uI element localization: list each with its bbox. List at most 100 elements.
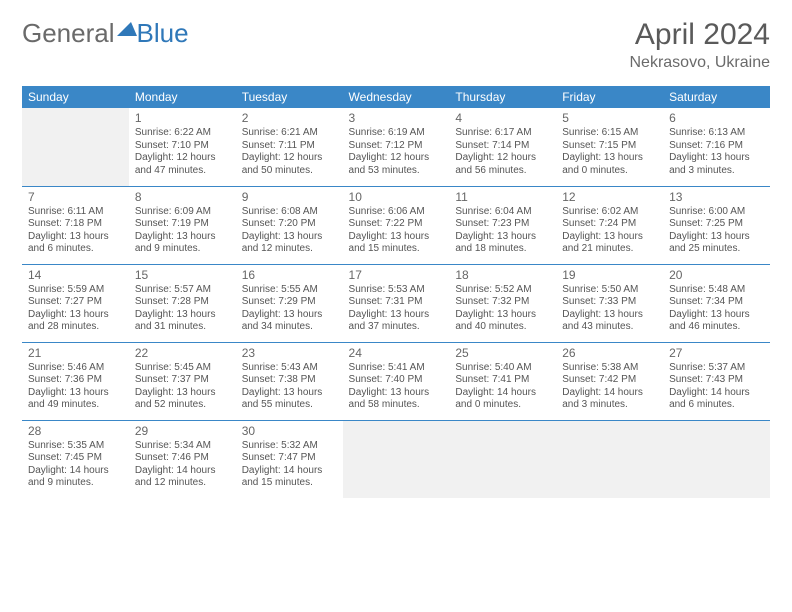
- sunrise-text: Sunrise: 5:53 AM: [349, 284, 444, 297]
- sunrise-text: Sunrise: 5:40 AM: [455, 362, 550, 375]
- day-number: 20: [669, 268, 764, 283]
- sunrise-text: Sunrise: 6:11 AM: [28, 206, 123, 219]
- brand-part2: Blue: [137, 18, 189, 49]
- daylight-text: Daylight: 13 hours and 28 minutes.: [28, 309, 123, 334]
- sunrise-text: Sunrise: 5:43 AM: [242, 362, 337, 375]
- day-number: 21: [28, 346, 123, 361]
- daylight-text: Daylight: 12 hours and 53 minutes.: [349, 152, 444, 177]
- sunrise-text: Sunrise: 5:48 AM: [669, 284, 764, 297]
- daylight-text: Daylight: 14 hours and 12 minutes.: [135, 465, 230, 490]
- sunrise-text: Sunrise: 6:09 AM: [135, 206, 230, 219]
- day-number: 30: [242, 424, 337, 439]
- daylight-text: Daylight: 13 hours and 37 minutes.: [349, 309, 444, 334]
- sunset-text: Sunset: 7:42 PM: [562, 374, 657, 387]
- sunset-text: Sunset: 7:45 PM: [28, 452, 123, 465]
- sunset-text: Sunset: 7:12 PM: [349, 140, 444, 153]
- calendar-cell: 19Sunrise: 5:50 AMSunset: 7:33 PMDayligh…: [556, 264, 663, 342]
- sunset-text: Sunset: 7:31 PM: [349, 296, 444, 309]
- sunset-text: Sunset: 7:11 PM: [242, 140, 337, 153]
- calendar-cell: [343, 420, 450, 498]
- daylight-text: Daylight: 13 hours and 6 minutes.: [28, 231, 123, 256]
- sunrise-text: Sunrise: 5:38 AM: [562, 362, 657, 375]
- col-header: Saturday: [663, 86, 770, 108]
- sunset-text: Sunset: 7:27 PM: [28, 296, 123, 309]
- day-number: 2: [242, 111, 337, 126]
- col-header: Sunday: [22, 86, 129, 108]
- day-number: 22: [135, 346, 230, 361]
- day-number: 10: [349, 190, 444, 205]
- col-header: Tuesday: [236, 86, 343, 108]
- day-number: 8: [135, 190, 230, 205]
- calendar-cell: 7Sunrise: 6:11 AMSunset: 7:18 PMDaylight…: [22, 186, 129, 264]
- calendar-cell: 14Sunrise: 5:59 AMSunset: 7:27 PMDayligh…: [22, 264, 129, 342]
- calendar-cell: 2Sunrise: 6:21 AMSunset: 7:11 PMDaylight…: [236, 108, 343, 186]
- daylight-text: Daylight: 13 hours and 3 minutes.: [669, 152, 764, 177]
- day-number: 14: [28, 268, 123, 283]
- sunrise-text: Sunrise: 5:45 AM: [135, 362, 230, 375]
- calendar-cell: 26Sunrise: 5:38 AMSunset: 7:42 PMDayligh…: [556, 342, 663, 420]
- daylight-text: Daylight: 13 hours and 21 minutes.: [562, 231, 657, 256]
- page-title: April 2024: [630, 18, 771, 52]
- daylight-text: Daylight: 12 hours and 50 minutes.: [242, 152, 337, 177]
- sunrise-text: Sunrise: 5:46 AM: [28, 362, 123, 375]
- day-number: 15: [135, 268, 230, 283]
- sunset-text: Sunset: 7:25 PM: [669, 218, 764, 231]
- calendar-cell: 29Sunrise: 5:34 AMSunset: 7:46 PMDayligh…: [129, 420, 236, 498]
- day-number: 13: [669, 190, 764, 205]
- col-header: Wednesday: [343, 86, 450, 108]
- day-number: 27: [669, 346, 764, 361]
- day-number: 9: [242, 190, 337, 205]
- calendar-cell: 12Sunrise: 6:02 AMSunset: 7:24 PMDayligh…: [556, 186, 663, 264]
- day-number: 29: [135, 424, 230, 439]
- day-number: 1: [135, 111, 230, 126]
- daylight-text: Daylight: 13 hours and 40 minutes.: [455, 309, 550, 334]
- daylight-text: Daylight: 13 hours and 18 minutes.: [455, 231, 550, 256]
- daylight-text: Daylight: 13 hours and 49 minutes.: [28, 387, 123, 412]
- daylight-text: Daylight: 13 hours and 46 minutes.: [669, 309, 764, 334]
- calendar-cell: 5Sunrise: 6:15 AMSunset: 7:15 PMDaylight…: [556, 108, 663, 186]
- sunrise-text: Sunrise: 6:04 AM: [455, 206, 550, 219]
- day-number: 23: [242, 346, 337, 361]
- calendar-cell: 25Sunrise: 5:40 AMSunset: 7:41 PMDayligh…: [449, 342, 556, 420]
- sunset-text: Sunset: 7:19 PM: [135, 218, 230, 231]
- daylight-text: Daylight: 13 hours and 25 minutes.: [669, 231, 764, 256]
- day-number: 7: [28, 190, 123, 205]
- calendar-cell: 30Sunrise: 5:32 AMSunset: 7:47 PMDayligh…: [236, 420, 343, 498]
- sunrise-text: Sunrise: 5:55 AM: [242, 284, 337, 297]
- header: General Blue April 2024 Nekrasovo, Ukrai…: [22, 18, 770, 72]
- sunset-text: Sunset: 7:41 PM: [455, 374, 550, 387]
- sunrise-text: Sunrise: 6:08 AM: [242, 206, 337, 219]
- calendar-cell: 10Sunrise: 6:06 AMSunset: 7:22 PMDayligh…: [343, 186, 450, 264]
- sunrise-text: Sunrise: 5:50 AM: [562, 284, 657, 297]
- brand-logo: General Blue: [22, 18, 189, 49]
- logo-mark-icon: [117, 12, 137, 26]
- daylight-text: Daylight: 13 hours and 58 minutes.: [349, 387, 444, 412]
- sunrise-text: Sunrise: 6:06 AM: [349, 206, 444, 219]
- daylight-text: Daylight: 12 hours and 56 minutes.: [455, 152, 550, 177]
- sunset-text: Sunset: 7:47 PM: [242, 452, 337, 465]
- daylight-text: Daylight: 13 hours and 15 minutes.: [349, 231, 444, 256]
- daylight-text: Daylight: 14 hours and 3 minutes.: [562, 387, 657, 412]
- sunrise-text: Sunrise: 5:32 AM: [242, 440, 337, 453]
- sunset-text: Sunset: 7:18 PM: [28, 218, 123, 231]
- day-number: 5: [562, 111, 657, 126]
- sunrise-text: Sunrise: 5:35 AM: [28, 440, 123, 453]
- day-number: 25: [455, 346, 550, 361]
- calendar-cell: 24Sunrise: 5:41 AMSunset: 7:40 PMDayligh…: [343, 342, 450, 420]
- calendar-cell: 13Sunrise: 6:00 AMSunset: 7:25 PMDayligh…: [663, 186, 770, 264]
- daylight-text: Daylight: 14 hours and 9 minutes.: [28, 465, 123, 490]
- sunset-text: Sunset: 7:14 PM: [455, 140, 550, 153]
- daylight-text: Daylight: 13 hours and 43 minutes.: [562, 309, 657, 334]
- daylight-text: Daylight: 13 hours and 55 minutes.: [242, 387, 337, 412]
- sunrise-text: Sunrise: 6:13 AM: [669, 127, 764, 140]
- sunrise-text: Sunrise: 6:21 AM: [242, 127, 337, 140]
- sunrise-text: Sunrise: 6:00 AM: [669, 206, 764, 219]
- sunset-text: Sunset: 7:34 PM: [669, 296, 764, 309]
- sunrise-text: Sunrise: 5:34 AM: [135, 440, 230, 453]
- sunset-text: Sunset: 7:29 PM: [242, 296, 337, 309]
- sunset-text: Sunset: 7:23 PM: [455, 218, 550, 231]
- sunset-text: Sunset: 7:40 PM: [349, 374, 444, 387]
- calendar-cell: 21Sunrise: 5:46 AMSunset: 7:36 PMDayligh…: [22, 342, 129, 420]
- title-block: April 2024 Nekrasovo, Ukraine: [630, 18, 771, 72]
- sunset-text: Sunset: 7:43 PM: [669, 374, 764, 387]
